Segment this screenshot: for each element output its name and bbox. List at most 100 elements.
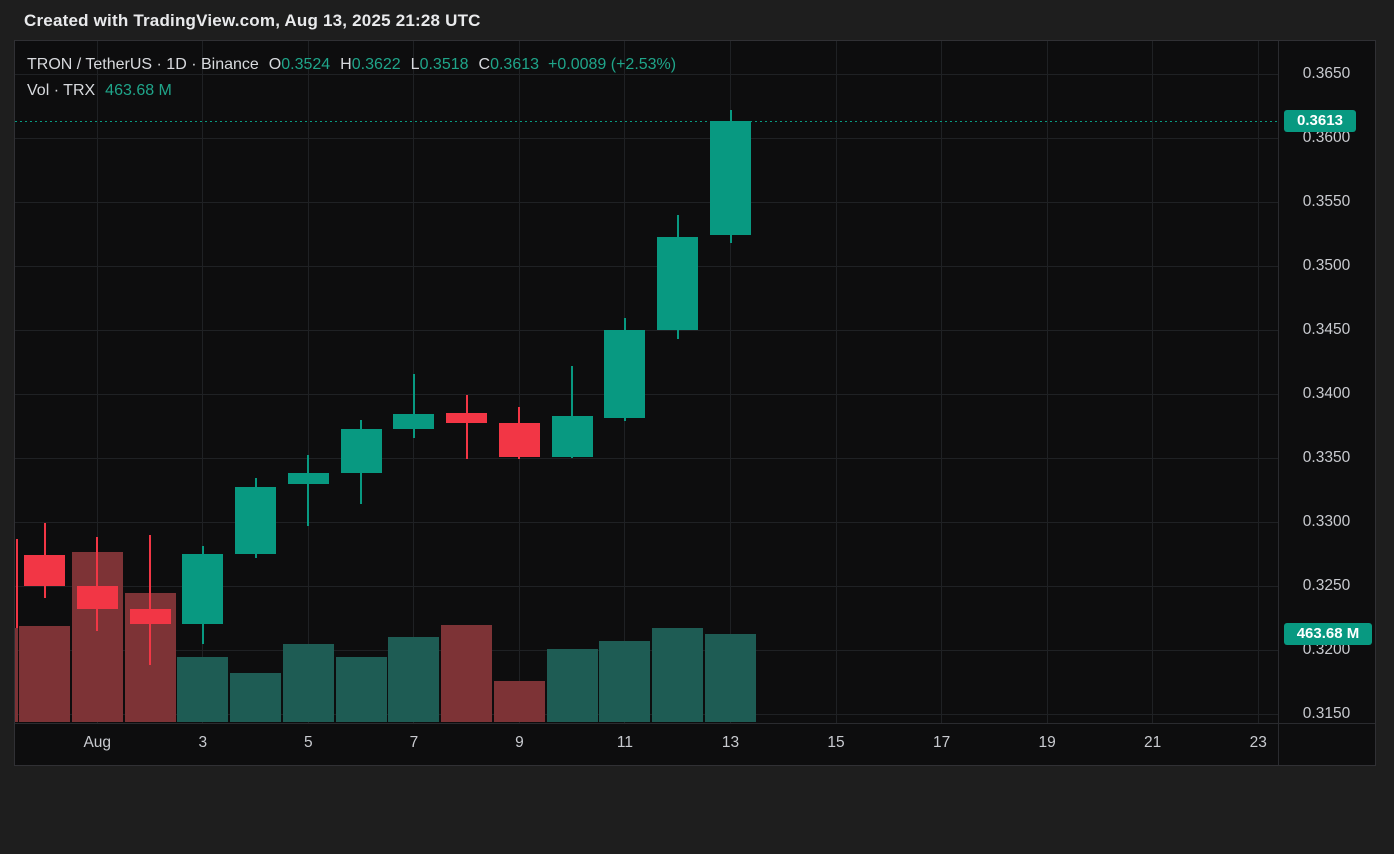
- time-axis-label: 3: [198, 734, 208, 751]
- footer: TradingView: [0, 766, 1394, 854]
- legend-open: O0.3524: [269, 56, 330, 74]
- legend-row-symbol: TRON / TetherUS · 1D · Binance O0.3524 H…: [27, 52, 676, 78]
- candle-wick-down: [149, 534, 152, 666]
- gridline-vertical: [307, 41, 309, 723]
- gridline-horizontal: [15, 329, 1278, 331]
- time-axis-label: 23: [1249, 734, 1267, 751]
- candle-wick-up: [412, 373, 415, 438]
- candle-body-up: [340, 428, 382, 474]
- time-axis-label: 11: [616, 734, 634, 751]
- chart-region: 0.3650 0.3600 0.3550 0.3500 0.3450 0.3400 0.33…: [14, 40, 1376, 766]
- price-axis-label: 0.3650: [1302, 65, 1351, 82]
- price-axis-label: 0.3500: [1302, 257, 1351, 274]
- gridline-vertical: [518, 41, 520, 723]
- gridline-horizontal: [15, 73, 1278, 75]
- gridline-horizontal: [15, 393, 1278, 395]
- time-axis[interactable]: Aug 3 5 7 9 11 13 15 17 19 21 23: [15, 723, 1375, 765]
- candle-body-up: [393, 414, 435, 429]
- legend-high-value: 0.3622: [351, 56, 401, 73]
- candle-body-down: [129, 609, 171, 625]
- last-price-line: [15, 120, 1278, 122]
- gridline-vertical: [1046, 41, 1048, 723]
- time-axis-label: Aug: [83, 734, 112, 751]
- gridline-vertical: [941, 41, 943, 723]
- volume-tag: 463.68 M: [1284, 623, 1372, 645]
- candle-body-up: [182, 554, 224, 625]
- price-axis-label: 0.3400: [1302, 385, 1351, 402]
- clipped-volume-bar: [15, 628, 18, 722]
- volume-bar: [441, 625, 493, 722]
- gridline-horizontal: [15, 585, 1278, 587]
- time-axis-separator: [15, 723, 1375, 724]
- candle-wick-down: [96, 537, 99, 631]
- time-axis-label: 5: [304, 734, 313, 751]
- gridline-horizontal: [15, 201, 1278, 203]
- candle-body-down: [498, 423, 540, 457]
- legend-high: H0.3622: [340, 56, 401, 74]
- candle-wick-up: [571, 365, 574, 458]
- volume-bar: [652, 628, 704, 722]
- volume-bar: [335, 656, 387, 722]
- candle-body-up: [235, 487, 277, 554]
- legend-high-label: H: [340, 56, 352, 73]
- candle-wick-down: [465, 395, 468, 460]
- legend-close-value: 0.3613: [490, 56, 540, 73]
- chart-pane[interactable]: [15, 41, 1278, 723]
- gridline-vertical: [202, 41, 204, 723]
- legend: TRON / TetherUS · 1D · Binance O0.3524 H…: [27, 52, 676, 104]
- legend-close: C0.3613: [479, 56, 540, 74]
- legend-open-label: O: [268, 56, 282, 73]
- candle-body-down: [446, 413, 488, 424]
- clipped-candle-wick: [15, 538, 18, 630]
- gridline-vertical: [1152, 41, 1154, 723]
- price-axis[interactable]: 0.3650 0.3600 0.3550 0.3500 0.3450 0.3400 0.33…: [1278, 41, 1375, 723]
- price-axis-label: 0.3150: [1302, 705, 1351, 722]
- legend-close-label: C: [478, 56, 491, 73]
- candle-body-up: [657, 236, 699, 330]
- volume-bar: [705, 634, 756, 722]
- volume-bar: [230, 673, 282, 722]
- volume-bar: [388, 636, 440, 722]
- legend-volume-label: Vol · TRX: [27, 82, 96, 99]
- price-axis-label: 0.3450: [1302, 321, 1351, 338]
- price-axis-label: 0.3200: [1302, 641, 1351, 658]
- time-axis-label: 17: [932, 734, 951, 751]
- legend-symbol: TRON / TetherUS · 1D · Binance: [27, 56, 259, 73]
- legend-open-value: 0.3524: [281, 56, 331, 73]
- legend-volume-value: 463.68 M: [105, 82, 172, 99]
- volume-bar: [493, 681, 545, 722]
- time-axis-label: 9: [515, 734, 524, 751]
- gridline-horizontal: [15, 521, 1278, 523]
- candle-body-up: [710, 121, 751, 236]
- gridline-horizontal: [15, 265, 1278, 267]
- candle-body-down: [76, 586, 118, 610]
- candle-body-up: [604, 330, 646, 419]
- time-axis-label: 15: [827, 734, 845, 751]
- legend-low-value: 0.3518: [419, 56, 469, 73]
- volume-bar: [599, 640, 651, 722]
- legend-change: +0.0089 (+2.53%): [548, 56, 677, 73]
- header: Created with TradingView.com, Aug 13, 20…: [0, 0, 1394, 40]
- volume-bar: [19, 625, 70, 722]
- candle-wick-up: [307, 455, 310, 526]
- gridline-vertical: [835, 41, 837, 723]
- candle-body-up: [551, 415, 593, 457]
- gridline-vertical: [1257, 41, 1259, 723]
- volume-bar: [282, 644, 334, 722]
- time-axis-label: 7: [409, 734, 419, 751]
- gridline-horizontal: [15, 457, 1278, 459]
- time-axis-label: 21: [1144, 734, 1162, 751]
- price-axis-label: 0.3600: [1302, 129, 1351, 146]
- gridline-horizontal: [15, 137, 1278, 139]
- legend-low: L0.3518: [411, 56, 469, 74]
- candle-body-down: [24, 555, 65, 586]
- time-axis-label: 13: [721, 734, 740, 751]
- legend-row-volume: Vol · TRX 463.68 M: [27, 78, 676, 104]
- price-axis-separator: [1278, 41, 1279, 765]
- price-axis-label: 0.3250: [1302, 577, 1351, 594]
- price-axis-label: 0.3550: [1302, 193, 1351, 210]
- volume-bar: [546, 648, 598, 722]
- last-price-tag: 0.3613: [1284, 110, 1356, 133]
- candle-body-up: [287, 473, 329, 484]
